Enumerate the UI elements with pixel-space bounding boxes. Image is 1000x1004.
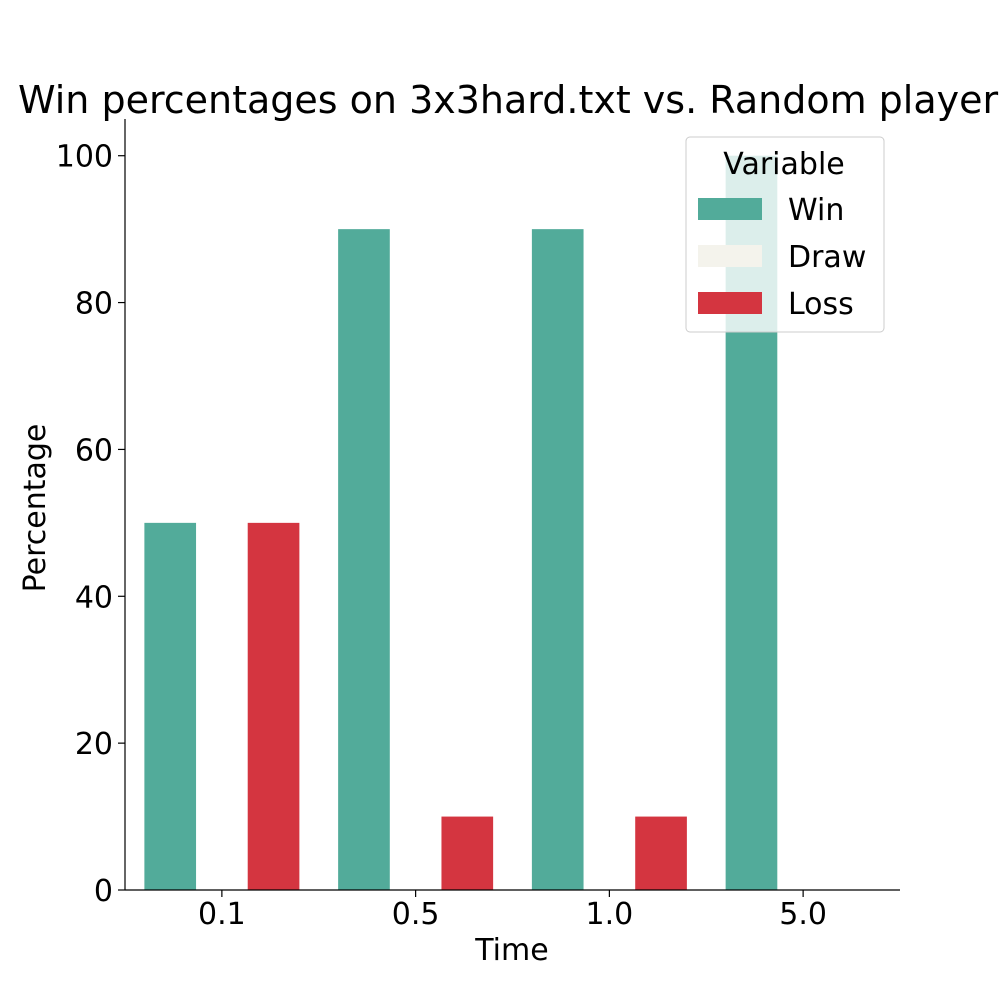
x-axis-label: Time: [474, 933, 548, 968]
y-tick-label: 40: [75, 580, 113, 615]
x-tick-label: 5.0: [779, 897, 827, 932]
legend-swatch-draw: [698, 245, 762, 267]
y-tick-label: 100: [56, 140, 113, 175]
legend: Variable Win Draw Loss: [685, 136, 885, 333]
y-tick-label: 0: [94, 874, 113, 909]
axes-layer: 0 20 40 60 80 100 0.1 0.5 1.0 5.0: [56, 119, 900, 932]
bar-win-0.1: [144, 522, 197, 890]
legend-label-loss: Loss: [788, 287, 854, 322]
bars-layer: [144, 155, 778, 890]
x-tick-label: 0.1: [198, 897, 246, 932]
y-tick-label: 80: [75, 287, 113, 322]
y-axis-label: Percentage: [18, 424, 53, 593]
bar-win-1.0: [531, 229, 584, 890]
y-tick-label: 20: [75, 727, 113, 762]
x-tick-label: 1.0: [586, 897, 634, 932]
legend-title: Variable: [723, 147, 844, 182]
bar-loss-0.5: [441, 816, 494, 890]
chart-title: Win percentages on 3x3hard.txt vs. Rando…: [18, 78, 998, 122]
x-tick-label: 0.5: [392, 897, 440, 932]
bar-loss-0.1: [247, 522, 300, 890]
legend-swatch-win: [698, 198, 762, 220]
bar-loss-1.0: [635, 816, 687, 890]
legend-swatch-loss: [698, 292, 762, 314]
y-tick-label: 60: [75, 433, 113, 468]
legend-label-draw: Draw: [788, 240, 866, 275]
legend-entries: Win Draw Loss: [698, 193, 866, 322]
bar-win-0.5: [338, 229, 390, 890]
legend-frame: [685, 136, 885, 333]
legend-label-win: Win: [788, 193, 844, 228]
